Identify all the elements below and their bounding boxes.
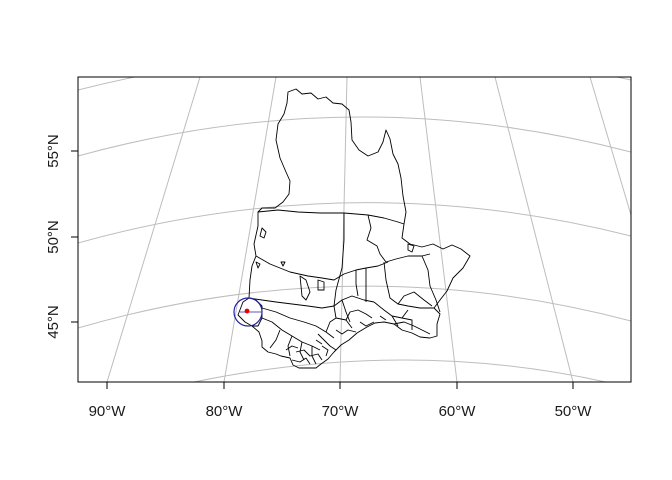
- region-border-south-5: [285, 339, 329, 365]
- region-border-east: [383, 261, 434, 309]
- region-border-south-3: [261, 317, 321, 365]
- region-border-lower-north: [255, 255, 389, 281]
- region-border-north: [257, 209, 405, 225]
- y-axis: 55°N 50°N 45°N: [45, 134, 78, 339]
- x-axis-label: 90°W: [89, 403, 127, 420]
- region-border-south-4: [317, 309, 373, 351]
- region-lake-3: [299, 275, 311, 301]
- region-border-ns: [393, 321, 431, 335]
- region-lake-1: [259, 227, 267, 239]
- graticule-meridian-100w: [78, 200, 79, 201]
- x-axis-label: 70°W: [322, 403, 360, 420]
- y-axis-label: 45°N: [45, 305, 62, 339]
- plot-frame: [77, 76, 632, 383]
- y-axis-label: 50°N: [45, 220, 62, 254]
- graticule-meridian-40w: [589, 77, 631, 216]
- region-border-nb: [397, 291, 433, 307]
- region-lake-2: [255, 261, 261, 269]
- region-border-central: [341, 268, 367, 323]
- region-border-vertical: [333, 213, 345, 319]
- location-marker-point: [244, 308, 250, 314]
- region-island-2: [407, 243, 415, 253]
- region-border-south-2: [373, 301, 413, 330]
- region-border-middle: [248, 295, 375, 309]
- region-border-south-6: [335, 315, 387, 335]
- graticule-parallel-40: [191, 359, 608, 382]
- region-outer-boundary: [237, 88, 471, 369]
- x-axis-label: 60°W: [439, 403, 477, 420]
- graticule-meridian-50w: [494, 77, 574, 382]
- x-axis: 90°W 80°W 70°W 60°W 50°W: [89, 382, 593, 420]
- graticule-parallel-60: [78, 77, 631, 91]
- graticule-parallel-55: [78, 116, 631, 157]
- region-border-quebec-east: [421, 255, 441, 313]
- x-axis-label: 50°W: [555, 403, 593, 420]
- graticule-parallel-50: [78, 202, 631, 244]
- graticule: [78, 77, 631, 382]
- x-axis-label: 80°W: [206, 403, 244, 420]
- graticule-meridian-80w: [223, 77, 277, 382]
- location-marker-group: [233, 297, 263, 327]
- graticule-meridian-90w: [106, 77, 201, 382]
- region-island-1: [317, 279, 325, 291]
- region-border-labrador: [366, 214, 431, 263]
- region-outlines: [237, 88, 471, 369]
- region-lake-4: [280, 261, 286, 267]
- y-axis-label: 55°N: [45, 134, 62, 168]
- graticule-parallel-45: [78, 285, 631, 329]
- graticule-meridian-70w: [339, 77, 348, 382]
- graticule-meridian-60w: [419, 77, 458, 382]
